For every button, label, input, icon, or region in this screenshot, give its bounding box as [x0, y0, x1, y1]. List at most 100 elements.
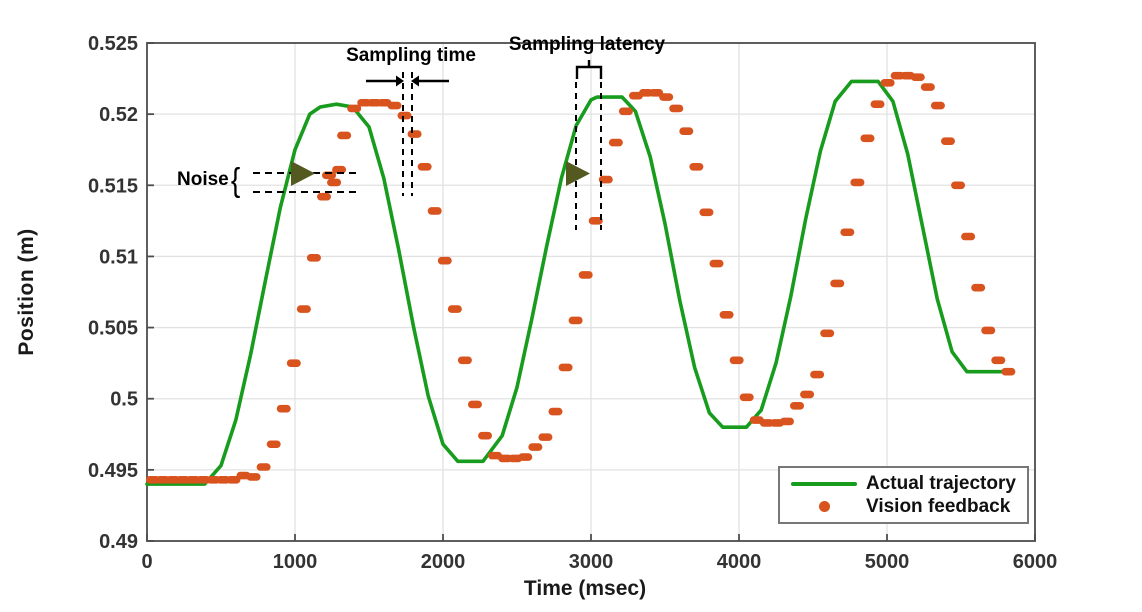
vision-feedback-marker [1001, 367, 1016, 376]
vision-feedback-marker [407, 130, 422, 138]
vision-feedback-marker [618, 107, 633, 116]
vision-feedback-marker [226, 476, 241, 484]
vision-feedback-marker [649, 89, 664, 97]
legend-item-actual-trajectory: Actual trajectory [790, 473, 1021, 496]
vision-feedback-marker [608, 138, 623, 147]
x-tick-label: 5000 [865, 551, 910, 573]
x-tick-label: 2000 [421, 551, 466, 573]
vision-feedback-marker [860, 134, 875, 143]
y-tick-label: 0.52 [99, 104, 138, 126]
vision-feedback-marker [457, 356, 472, 365]
noise-brace-glyph: { [230, 161, 240, 198]
vision-feedback-marker [266, 440, 281, 449]
vision-feedback-marker [206, 476, 221, 484]
vision-feedback-marker [568, 316, 583, 325]
vision-feedback-marker [779, 417, 794, 426]
y-tick-label: 0.515 [88, 175, 138, 197]
sampling-time-annotation: Sampling time [346, 45, 476, 66]
y-tick-label: 0.51 [99, 246, 138, 268]
vision-feedback-marker [196, 476, 211, 484]
vision-feedback-marker [739, 393, 754, 402]
vision-feedback-marker [397, 111, 412, 120]
vision-feedback-marker [155, 476, 170, 484]
vision-feedback-marker [971, 283, 986, 292]
vision-feedback-marker [427, 207, 442, 215]
actual-trajectory-line [145, 79, 1011, 486]
vision-feedback-marker [166, 476, 181, 484]
vision-feedback-marker [940, 137, 955, 145]
vision-feedback-marker [679, 127, 694, 136]
vision-feedback-marker [709, 259, 724, 268]
sampling-time-arrowhead-left-icon [411, 75, 419, 87]
vision-feedback-marker [830, 279, 845, 288]
vision-feedback-marker [528, 443, 543, 451]
vision-feedback-marker [850, 178, 865, 187]
vision-feedback-marker [478, 431, 493, 440]
vision-feedback-marker [588, 217, 603, 225]
sampling-latency-annotation: Sampling latency [508, 34, 666, 55]
vision-feedback-marker [800, 390, 815, 399]
y-tick-label: 0.495 [88, 460, 138, 482]
vision-feedback-marker [286, 359, 301, 367]
vision-feedback-marker [699, 208, 714, 217]
y-tick-label: 0.505 [88, 318, 138, 340]
vision-feedback-marker [548, 407, 563, 416]
vision-feedback-marker [890, 71, 905, 80]
sampling-time-arrowhead-right-icon [396, 75, 404, 87]
vision-feedback-marker [810, 370, 825, 379]
vision-feedback-marker [951, 181, 966, 190]
vision-feedback-marker [246, 473, 261, 481]
vision-feedback-marker [639, 89, 654, 97]
legend-item-vision-feedback: Vision feedback [790, 496, 1021, 519]
noise-annotation: Noise { [177, 163, 241, 196]
x-tick-label: 0 [141, 551, 152, 573]
vision-feedback-marker [920, 83, 935, 91]
vision-feedback-marker [719, 310, 734, 319]
vision-feedback-marker [820, 329, 835, 338]
sampling-latency-arrowhead-icon [566, 161, 590, 186]
vision-feedback-marker [729, 356, 744, 365]
vision-feedback-marker [276, 404, 291, 413]
x-tick-label: 4000 [717, 551, 762, 573]
vision-feedback-marker [669, 104, 684, 113]
vision-feedback-marker [598, 175, 613, 184]
vision-feedback-marker [910, 73, 925, 81]
y-axis-label: Position (m) [15, 228, 38, 356]
vision-feedback-marker [467, 400, 482, 409]
vision-feedback-marker [357, 98, 372, 107]
vision-feedback-marker [759, 419, 774, 427]
vision-feedback-marker [840, 228, 855, 237]
x-axis-label: Time (msec) [523, 577, 647, 600]
y-tick-label: 0.5 [110, 389, 138, 411]
vision-feedback-marker [961, 232, 976, 241]
vision-feedback-marker [417, 162, 432, 171]
orange-dot-icon [818, 501, 830, 513]
vision-feedback-marker [659, 93, 674, 101]
vision-feedback-marker [991, 356, 1006, 365]
legend-label: Actual trajectory [866, 473, 1016, 495]
vision-feedback-marker [447, 305, 462, 313]
vision-feedback-marker [296, 305, 311, 313]
vision-feedback-marker [387, 101, 402, 110]
vision-feedback-marker [186, 476, 201, 484]
vision-feedback-marker [347, 104, 362, 113]
vision-feedback-marker [327, 178, 342, 187]
vision-feedback-marker [337, 131, 352, 140]
vision-feedback-marker [256, 463, 271, 471]
sampling-latency-bracket [575, 60, 603, 79]
y-tick-label: 0.49 [99, 531, 138, 553]
x-tick-label: 1000 [273, 551, 318, 573]
green-line-icon [791, 482, 857, 487]
vision-feedback-marker [498, 454, 513, 463]
vision-feedback-marker [880, 79, 895, 87]
vision-feedback-marker [790, 402, 805, 410]
x-tick-label: 6000 [1013, 551, 1058, 573]
legend-dot-swatch [790, 501, 858, 513]
vision-feedback-marker [317, 192, 332, 201]
vision-feedback-marker [176, 476, 191, 484]
vision-feedback-marker [538, 433, 553, 441]
vision-feedback-marker [558, 363, 573, 372]
legend-line-swatch [790, 482, 858, 487]
